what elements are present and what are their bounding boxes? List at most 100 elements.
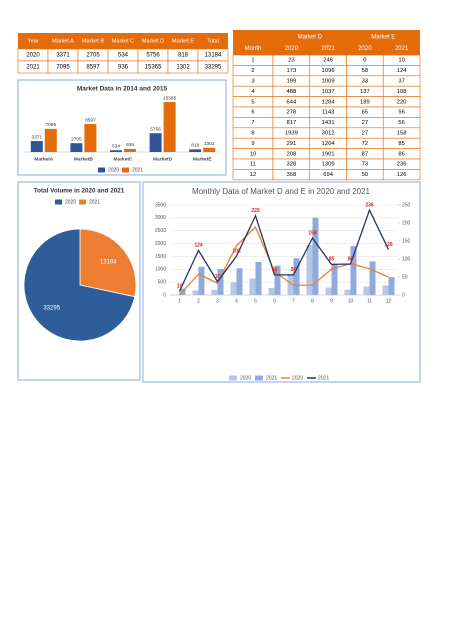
table-cell: 11 (250, 162, 256, 168)
data-label: 7095 (45, 122, 56, 128)
data-label: 158 (308, 230, 317, 236)
table-cell: 124 (397, 68, 407, 74)
table-cell: 534 (118, 53, 129, 59)
bar (350, 246, 357, 295)
table-header-cell: Year (27, 38, 38, 44)
bar (230, 282, 237, 295)
table-cell: 3 (251, 79, 254, 85)
x-tick-label: 5 (254, 298, 257, 304)
table-group-header: Market D (298, 35, 323, 41)
y2-tick-label: 150 (402, 238, 411, 244)
bar (369, 261, 376, 295)
table-header-cell: 2021 (395, 46, 409, 52)
table-cell: 694 (323, 172, 333, 178)
data-label: 936 (126, 142, 134, 148)
table-cell: 56 (398, 110, 404, 116)
x-tick-label: MarketC (114, 156, 133, 162)
y-tick-label: 500 (158, 279, 167, 285)
table-cell: 1009 (322, 79, 335, 85)
table-cell: 6 (251, 110, 254, 116)
bar (255, 261, 262, 295)
table-header-cell: Month (245, 46, 262, 52)
table-cell: 85 (398, 141, 404, 147)
table-cell: 936 (118, 65, 129, 71)
table-cell: 10 (398, 58, 404, 64)
table-cell: 2705 (86, 53, 100, 59)
table-cell: 27 (362, 120, 368, 126)
table-header-cell: Market D (142, 38, 164, 44)
data-label: 3371 (31, 134, 42, 140)
table-cell: 817 (287, 120, 297, 126)
table-cell: 1037 (322, 89, 335, 95)
y2-tick-label: 100 (402, 256, 411, 262)
data-label: 534 (112, 144, 120, 150)
x-tick-label: 12 (386, 298, 392, 304)
legend-label: 2020 (108, 167, 119, 173)
table-cell: 1284 (322, 99, 336, 105)
table-cell: 37 (398, 79, 404, 85)
legend-label: 2021 (266, 375, 277, 381)
bar (363, 286, 370, 295)
table-header-cell: Total (207, 38, 219, 44)
table-cell: 199 (287, 79, 297, 85)
table-cell: 23 (288, 58, 294, 64)
table-cell: 72 (362, 141, 368, 147)
table-cell: 1096 (322, 68, 335, 74)
table-cell: 1204 (322, 141, 336, 147)
x-tick-label: 8 (311, 298, 314, 304)
x-tick-label: 9 (330, 298, 333, 304)
table-cell: 7 (251, 120, 254, 126)
pie-slice (23, 228, 136, 342)
table-header-cell: 2021 (321, 46, 335, 52)
table-cell: 220 (397, 99, 407, 105)
table-cell: 50 (362, 172, 368, 178)
data-label: 33295 (43, 305, 60, 311)
table-cell: 137 (360, 89, 370, 95)
table-cell: 9 (251, 141, 254, 147)
legend-swatch (79, 199, 86, 205)
bar (344, 289, 351, 295)
data-label: 37 (215, 274, 221, 280)
bar (331, 264, 338, 295)
table-cell: 158 (397, 131, 407, 137)
table-cell: 189 (360, 99, 370, 105)
data-label: 8597 (85, 117, 96, 123)
legend-swatch (229, 375, 237, 381)
table-cell: 246 (323, 58, 333, 64)
table-cell: 33 (362, 79, 368, 85)
table-header-cell: 2020 (285, 46, 299, 52)
table-cell: 126 (397, 172, 407, 178)
x-tick-label: 10 (348, 298, 354, 304)
table-header-cell: Market C (112, 38, 134, 44)
table-header-cell: Market B (82, 38, 104, 44)
table-cell: 368 (287, 172, 297, 178)
bar (211, 289, 218, 295)
table-cell: 73 (362, 162, 368, 168)
bar (124, 148, 136, 152)
y-tick-label: 0 (163, 292, 166, 298)
table-cell-bg (197, 60, 229, 74)
bar (388, 277, 395, 295)
legend-label: 2021 (132, 167, 143, 173)
data-label: 126 (384, 242, 393, 248)
data-label: 818 (191, 143, 199, 149)
table-cell: 7095 (56, 65, 70, 71)
table-cell: 1143 (322, 110, 334, 116)
x-tick-label: MarketA (34, 156, 53, 162)
bar (268, 287, 275, 295)
legend-swatch (98, 167, 105, 173)
x-tick-label: 4 (235, 298, 238, 304)
table-cell: 3371 (56, 53, 70, 59)
table-cell: 1939 (285, 131, 298, 137)
table-cell: 278 (287, 110, 297, 116)
table-cell-bg (382, 169, 421, 181)
table-cell: 488 (287, 89, 297, 95)
bar (306, 245, 313, 295)
table-cell: 10 (250, 151, 256, 157)
bar (189, 149, 202, 152)
table-cell: 8597 (86, 65, 100, 71)
y2-tick-label: 200 (402, 220, 411, 226)
table-cell: 208 (287, 151, 297, 157)
data-label: 220 (251, 208, 260, 214)
y-tick-label: 3000 (155, 215, 166, 221)
